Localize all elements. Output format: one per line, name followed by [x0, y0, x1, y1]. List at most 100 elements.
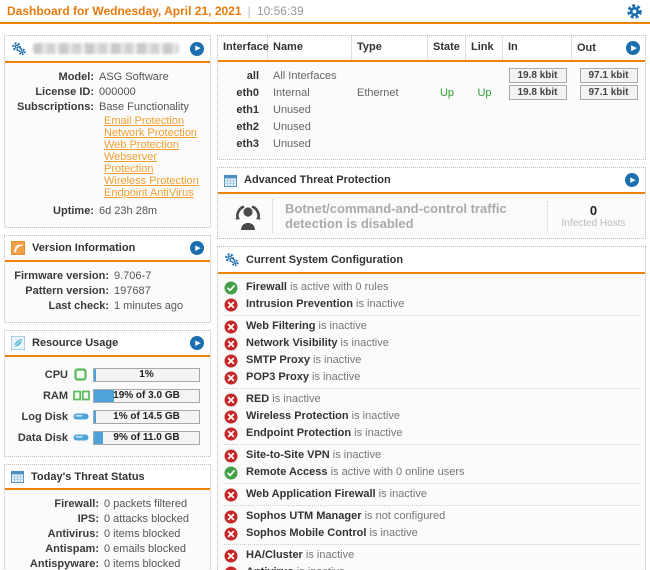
config-row: Network Visibility is inactive	[224, 335, 639, 352]
resource-progress-fill	[94, 410, 96, 423]
config-feature-name: Endpoint Protection	[246, 427, 352, 439]
atp-box: Advanced Threat Protection ▶ Botnet/comm…	[217, 167, 646, 239]
info-label: Antivirus:	[47, 528, 99, 540]
config-row: Web Filtering is inactive	[224, 318, 639, 335]
config-feature-status: is inactive	[375, 488, 427, 500]
version-info-arrow-button[interactable]: ▶	[190, 241, 204, 255]
settings-gear-icon[interactable]	[626, 3, 643, 20]
subscription-link[interactable]: Webserver Protection	[104, 151, 157, 175]
cell-interface: eth3	[236, 137, 259, 150]
disk-icon	[73, 432, 93, 443]
disk-icon	[73, 411, 93, 422]
cpu-icon	[73, 368, 93, 381]
info-row: Subscriptions: Base Functionality	[11, 100, 202, 115]
system-config-title: Current System Configuration	[246, 253, 404, 266]
config-feature-status: is inactive	[269, 393, 321, 405]
interfaces-arrow-button[interactable]: ▶	[626, 41, 640, 55]
subscription-link[interactable]: Web Protection	[104, 139, 180, 151]
atp-content: Botnet/command-and-control traffic detec…	[218, 194, 645, 238]
cell-name: Internal	[273, 86, 310, 99]
resource-usage-header: Resource Usage ▶	[5, 331, 210, 357]
atp-message: Botnet/command-and-control traffic detec…	[272, 199, 547, 233]
resource-progress-bar: 19% of 3.0 GB	[93, 388, 200, 403]
cell-type: Ethernet	[357, 86, 399, 99]
cell-out: 97.1 kbit	[572, 85, 645, 100]
resource-progress-text: 9% of 11.0 GB	[113, 431, 180, 443]
config-group: HA/Cluster is inactiveAntivirus is inact…	[224, 544, 639, 570]
info-label: License ID:	[35, 86, 94, 98]
info-value: 0 items blocked	[104, 558, 181, 570]
info-value: 0 packets filtered	[104, 498, 188, 510]
traffic-badge: 97.1 kbit	[579, 85, 638, 100]
config-group: Firewall is active with 0 rules Intrusion…	[224, 277, 639, 315]
column-header-name: Name	[268, 36, 352, 60]
info-label: Firmware version:	[14, 270, 109, 282]
info-row: Model: ASG Software	[11, 70, 202, 85]
info-value: 0 items blocked	[104, 528, 181, 540]
calendar-icon	[11, 470, 24, 483]
subscription-link[interactable]: Wireless Protection	[104, 175, 199, 187]
config-feature-status: is inactive	[302, 549, 355, 561]
config-feature-status: is inactive	[329, 449, 382, 461]
info-value: 0 emails blocked	[104, 543, 186, 555]
config-feature-status: is inactive	[310, 354, 362, 366]
subscription-link[interactable]: Endpoint AntiVirus	[104, 187, 194, 199]
atp-arrow-button[interactable]: ▶	[625, 173, 639, 187]
atp-header: Advanced Threat Protection ▶	[218, 168, 645, 194]
config-feature-status: is inactive	[337, 337, 389, 349]
left-column: ▶ Model: ASG Software License ID: 000000 Sub…	[4, 35, 211, 570]
resource-progress-text: 19% of 3.0 GB	[113, 389, 180, 401]
page-title: Dashboard for Wednesday, April 21, 2021	[7, 4, 242, 18]
interface-row: all All Interfaces 19.8 kbit 97.1 kbit	[218, 67, 645, 84]
config-feature-name: Firewall	[246, 281, 287, 293]
config-feature-name: SMTP Proxy	[246, 354, 310, 366]
cell-in: 19.8 kbit	[503, 68, 572, 83]
subscription-links: Email Protection Network Protection Web Pr…	[99, 115, 202, 199]
botnet-icon	[224, 203, 272, 230]
check-circle-icon	[224, 466, 238, 480]
system-info-content: Model: ASG Software License ID: 000000 Subsc…	[5, 63, 210, 227]
system-info-header: ▶	[5, 36, 210, 63]
version-info-header: Version Information ▶	[5, 236, 210, 262]
threat-status-box: Today's Threat Status Firewall: 0 packets…	[4, 464, 211, 570]
config-group: Site-to-Site VPN is inactive Remote Acces…	[224, 444, 639, 483]
config-feature-status: is inactive	[352, 298, 405, 310]
threat-status-rows: Firewall: 0 packets filtered IPS: 0 attacks…	[5, 490, 210, 570]
config-feature-name: Sophos UTM Manager	[246, 510, 362, 522]
resource-label: CPU	[44, 368, 68, 381]
config-row: POP3 Proxy is inactive	[224, 369, 639, 386]
system-info-arrow-button[interactable]: ▶	[190, 41, 204, 56]
x-circle-icon	[224, 320, 238, 334]
info-label: Antispam:	[45, 543, 99, 555]
info-label: Subscriptions:	[16, 101, 94, 113]
header-clock: 10:56:39	[256, 4, 304, 18]
x-circle-icon	[224, 371, 238, 385]
config-feature-name: Network Visibility	[246, 337, 338, 349]
resource-usage-arrow-button[interactable]: ▶	[190, 336, 204, 350]
cell-interface: eth0	[236, 86, 259, 99]
check-circle-icon	[224, 281, 238, 295]
info-row: IPS: 0 attacks blocked	[11, 512, 202, 527]
config-feature-status: is inactive	[308, 371, 361, 383]
config-row: Endpoint Protection is inactive	[224, 425, 639, 442]
resource-leaf-icon	[11, 336, 25, 350]
subscription-link[interactable]: Email Protection	[104, 115, 185, 127]
resource-progress-bar: 9% of 11.0 GB	[93, 430, 200, 445]
resource-row: RAM 19% of 3.0 GB	[11, 385, 204, 406]
config-feature-name: Remote Access	[246, 466, 328, 478]
config-feature-status: is not configured	[361, 510, 446, 522]
column-header-link: Link	[466, 36, 503, 60]
config-feature-name: POP3 Proxy	[246, 371, 309, 383]
config-feature-status: is inactive	[315, 320, 367, 332]
info-value: 9.706-7	[114, 270, 152, 282]
cell-interface: eth2	[236, 120, 259, 133]
interface-row: eth2 Unused	[218, 118, 645, 135]
resource-label: Log Disk	[21, 410, 68, 423]
traffic-badge: 19.8 kbit	[508, 85, 567, 100]
x-circle-icon	[224, 337, 238, 351]
info-value: 1 minutes ago	[114, 300, 184, 312]
x-circle-icon	[224, 566, 238, 570]
resource-row: Data Disk 9% of 11.0 GB	[11, 427, 204, 448]
resource-row: CPU 1%	[11, 364, 204, 385]
subscription-link[interactable]: Network Protection	[104, 127, 197, 139]
